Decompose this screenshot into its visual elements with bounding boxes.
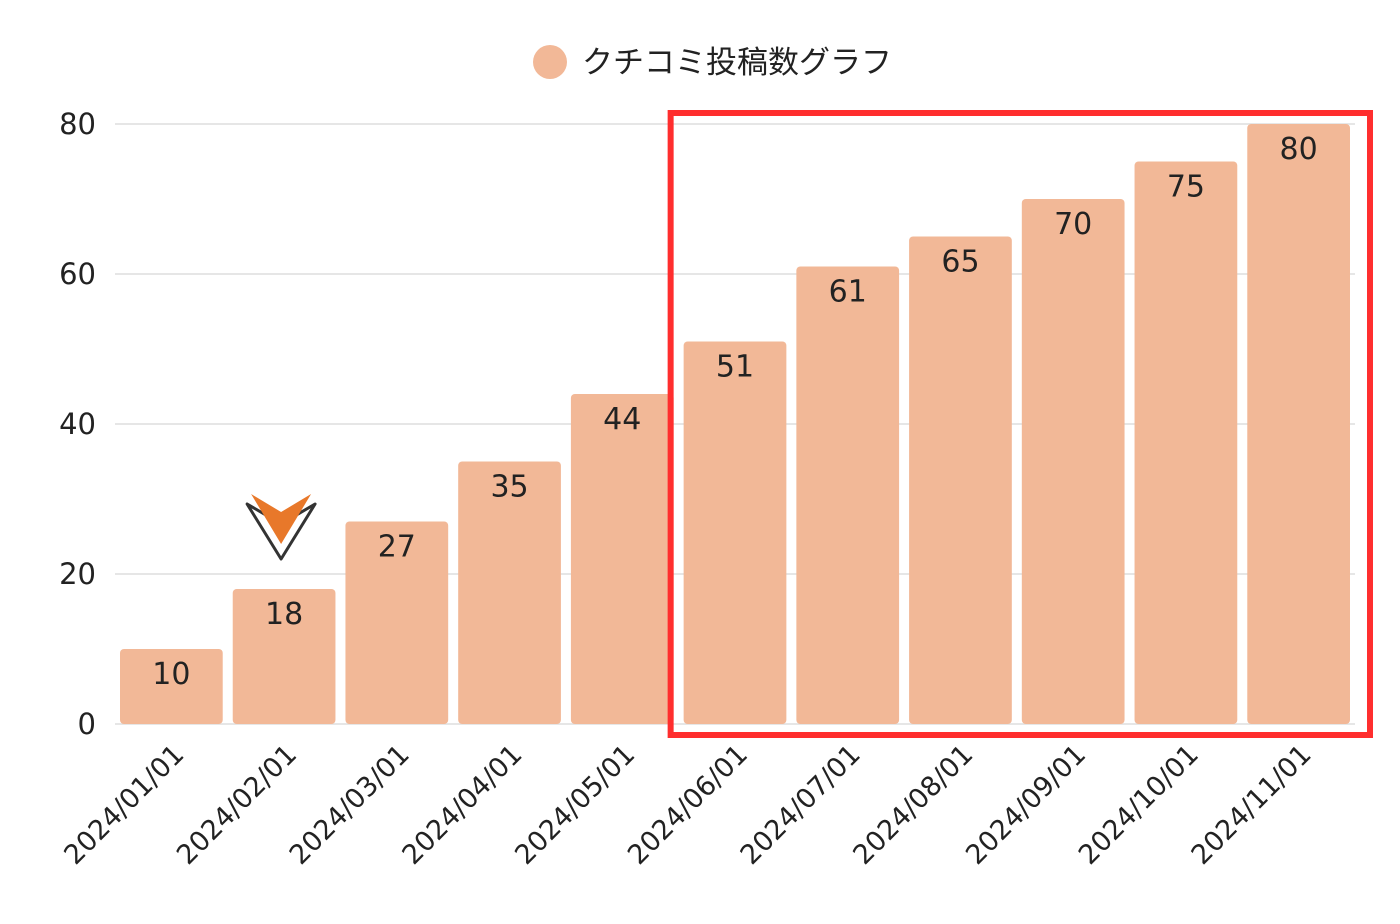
x-tick-label: 2024/05/01 [509,739,641,871]
x-tick-label: 2024/11/01 [1186,739,1318,871]
bar [909,236,1012,724]
bar [683,341,787,724]
y-axis: 0 20 40 60 80 [59,107,96,741]
bar-value-label: 18 [265,597,303,632]
bar [1021,199,1125,724]
bar-value-label: 27 [378,530,416,565]
bar-value-label: 65 [941,245,979,280]
y-tick-label: 40 [59,407,96,441]
x-tick-label: 2024/08/01 [847,739,979,871]
bar-value-label: 61 [829,275,867,310]
y-tick-label: 0 [78,707,96,741]
x-tick-label: 2024/10/01 [1073,739,1205,871]
bar-value-label: 35 [490,470,528,505]
bar-value-label: 44 [603,402,641,437]
bar-value-label: 10 [152,657,190,692]
x-tick-label: 2024/06/01 [622,739,754,871]
y-tick-label: 20 [59,557,96,591]
y-tick-label: 60 [59,257,96,291]
bar [345,521,449,724]
bar [458,461,561,724]
x-tick-label: 2024/03/01 [284,739,416,871]
x-tick-label: 2024/09/01 [960,739,1092,871]
bar-value-label: 70 [1054,207,1092,242]
bar [796,266,900,724]
x-tick-label: 2024/01/01 [58,739,190,871]
highlight-box [667,110,1373,738]
x-tick-label: 2024/02/01 [171,739,303,871]
x-axis: 2024/01/012024/02/012024/03/012024/04/01… [58,739,1317,871]
bar [120,649,223,724]
annotations [245,110,1373,738]
bar [1247,124,1350,724]
bar [570,394,674,724]
legend-label: クチコミ投稿数グラフ [582,45,892,81]
bar [232,589,336,724]
bar-value-label: 51 [716,350,754,385]
bars [120,124,1350,724]
x-tick-label: 2024/04/01 [397,739,529,871]
down-arrow-marker-icon [245,494,317,561]
bar-value-labels: 10 18 27 35 44 51 61 65 70 75 80 [152,132,1317,692]
legend: クチコミ投稿数グラフ [533,45,892,81]
bar-value-label: 75 [1167,170,1205,205]
x-tick-label: 2024/07/01 [735,739,867,871]
bar [1134,161,1238,724]
legend-swatch [533,45,567,79]
y-tick-label: 80 [59,107,96,141]
bar-value-label: 80 [1280,132,1318,167]
